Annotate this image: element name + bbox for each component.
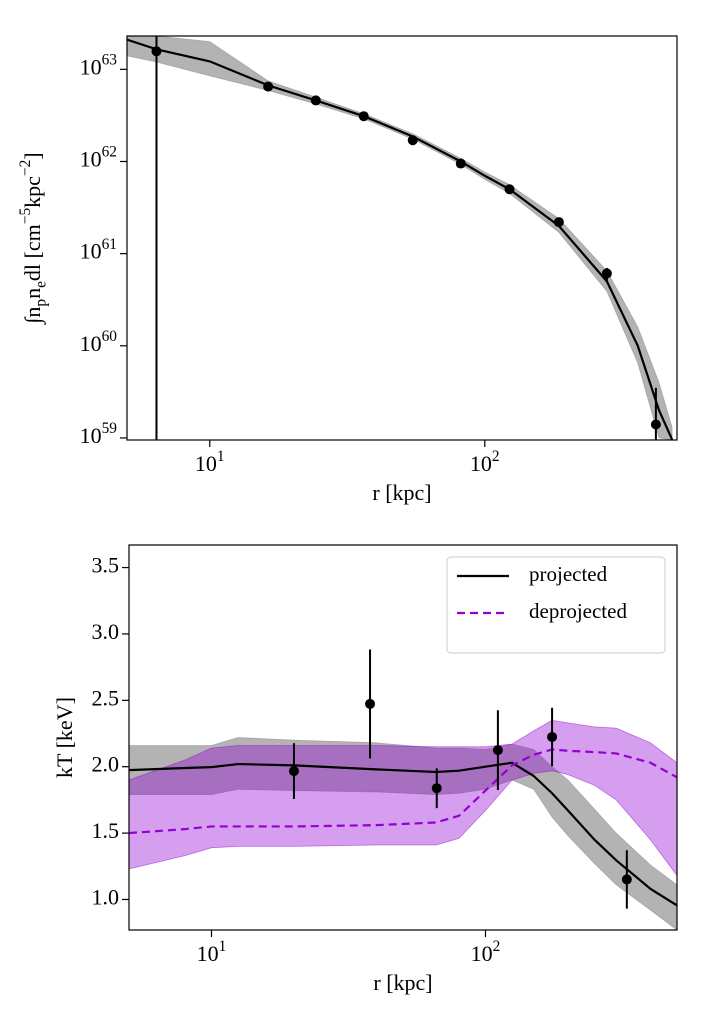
model-line — [127, 38, 674, 440]
data-point — [288, 766, 299, 777]
plot-area — [129, 649, 677, 930]
y-tick-label: 1063 — [80, 51, 118, 79]
x-tick-label: 101 — [197, 938, 227, 966]
legend-label: deprojected — [529, 599, 627, 623]
data-point — [358, 111, 369, 122]
data-point — [492, 745, 503, 756]
data-point — [455, 158, 466, 169]
x-tick-label: 101 — [195, 448, 225, 476]
y-tick-label: 1061 — [80, 235, 117, 263]
model-line — [129, 761, 677, 907]
data-point — [431, 783, 442, 794]
y-tick-label: 2.5 — [92, 685, 120, 710]
data-point — [310, 95, 321, 106]
x-axis-label: r [kpc] — [372, 480, 431, 505]
data-point — [151, 46, 162, 57]
y-axis-label: kT [keV] — [52, 697, 77, 778]
data-point — [621, 874, 632, 885]
y-tick-label: 3.5 — [92, 553, 120, 578]
data-point — [650, 419, 661, 430]
legend-label: projected — [529, 562, 608, 586]
panel: 101 102 1.0 1.5 2.0 2.5 3.0 3.5 r [kpc] kT [keV] p… — [52, 544, 678, 995]
y-tick-label: 1060 — [80, 328, 118, 356]
confidence-band — [127, 36, 673, 440]
data-point — [553, 217, 564, 228]
data-point — [263, 81, 274, 92]
data-point — [365, 698, 376, 709]
legend-box — [446, 556, 666, 654]
y-axis-label: ∫npnedl [cm−5kpc−2] — [17, 152, 49, 325]
y-tick-label: 3.0 — [92, 619, 120, 644]
y-tick-label: 1059 — [80, 420, 118, 448]
y-tick-label: 1062 — [80, 143, 117, 171]
x-axis-label: r [kpc] — [373, 970, 432, 995]
confidence-band — [129, 719, 677, 877]
data-point — [407, 135, 418, 146]
data-point — [504, 184, 515, 195]
model-line — [129, 748, 677, 835]
axes-frame — [128, 544, 678, 931]
data-point — [601, 268, 612, 279]
axes-frame — [126, 35, 678, 441]
panel: 101 102 1059 1060 1061 1062 1063 r [kpc] ∫npnedl… — [17, 35, 678, 505]
data-point — [547, 731, 558, 742]
plot-area — [127, 36, 674, 440]
y-tick-label: 2.0 — [92, 752, 120, 777]
y-tick-label: 1.5 — [92, 818, 120, 843]
x-tick-label: 102 — [470, 448, 500, 476]
x-tick-label: 102 — [471, 938, 501, 966]
y-tick-label: 1.0 — [92, 885, 120, 910]
